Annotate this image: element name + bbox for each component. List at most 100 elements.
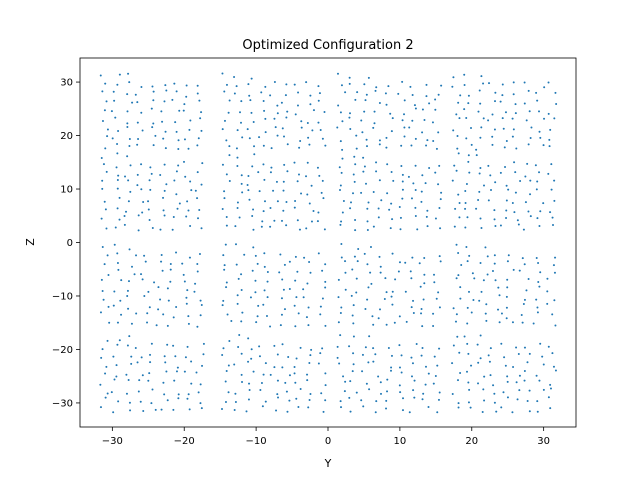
scatter-point [310, 348, 313, 351]
scatter-point [365, 93, 368, 96]
scatter-point [493, 254, 496, 257]
scatter-point [541, 355, 544, 358]
scatter-point [163, 100, 166, 103]
scatter-point [506, 380, 509, 383]
scatter-point [385, 323, 388, 326]
scatter-point [355, 291, 358, 294]
scatter-point [344, 380, 347, 383]
scatter-point [551, 313, 554, 316]
scatter-point [420, 312, 423, 315]
scatter-point [471, 272, 474, 275]
scatter-point [157, 286, 160, 289]
scatter-point [389, 227, 392, 230]
scatter-point [252, 228, 255, 231]
scatter-point [480, 290, 483, 293]
scatter-point [115, 375, 118, 378]
scatter-point [385, 407, 388, 410]
scatter-point [476, 343, 479, 346]
scatter-point [530, 126, 533, 129]
scatter-point [403, 113, 406, 116]
scatter-point [162, 137, 165, 140]
scatter-point [352, 352, 355, 355]
scatter-point [467, 94, 470, 97]
scatter-point [189, 180, 192, 183]
scatter-point [155, 324, 158, 327]
scatter-point [240, 182, 243, 185]
y-tick-label: −20 [52, 345, 73, 356]
scatter-point [160, 110, 163, 113]
scatter-point [316, 166, 319, 169]
scatter-point [246, 183, 249, 186]
scatter-point [386, 192, 389, 195]
scatter-point [466, 306, 469, 309]
scatter-point [479, 357, 482, 360]
scatter-point [259, 388, 262, 391]
scatter-point [433, 273, 436, 276]
scatter-point [117, 268, 120, 271]
scatter-point [118, 73, 121, 76]
scatter-point [375, 170, 378, 173]
scatter-point [99, 406, 102, 409]
scatter-point [437, 183, 440, 186]
scatter-point [364, 99, 367, 102]
scatter-point [453, 225, 456, 228]
scatter-point [351, 370, 354, 373]
scatter-point [452, 129, 455, 132]
scatter-point [126, 344, 129, 347]
scatter-point [378, 143, 381, 146]
scatter-point [425, 144, 428, 147]
scatter-point [324, 144, 327, 147]
scatter-point [189, 225, 192, 228]
scatter-point [112, 355, 115, 358]
scatter-point [295, 397, 298, 400]
scatter-point [294, 325, 297, 328]
scatter-point [285, 116, 288, 119]
scatter-point [514, 191, 517, 194]
scatter-point [165, 183, 168, 186]
scatter-point [294, 381, 297, 384]
scatter-point [458, 201, 461, 204]
scatter-point [487, 164, 490, 167]
scatter-point [507, 188, 510, 191]
scatter-point [390, 369, 392, 372]
scatter-point [506, 260, 509, 263]
scatter-point [147, 200, 150, 203]
scatter-point [547, 112, 550, 115]
scatter-point [378, 308, 381, 311]
scatter-point [357, 247, 360, 250]
scatter-point [399, 228, 402, 231]
scatter-point [134, 93, 137, 96]
scatter-point [522, 302, 525, 305]
scatter-point [384, 92, 387, 95]
scatter-point [269, 225, 272, 228]
scatter-point [310, 184, 313, 187]
scatter-point [319, 352, 322, 355]
scatter-point [366, 229, 369, 232]
scatter-point [553, 199, 556, 202]
scatter-point [423, 273, 426, 276]
scatter-point [494, 91, 497, 94]
scatter-point [225, 370, 228, 373]
scatter-point [386, 390, 389, 393]
scatter-point [178, 202, 181, 205]
scatter-point [172, 344, 175, 347]
scatter-point [296, 180, 299, 183]
scatter-point [163, 163, 166, 166]
scatter-point [248, 382, 251, 385]
scatter-point [422, 392, 425, 395]
scatter-point [451, 85, 454, 88]
scatter-point [374, 411, 377, 414]
scatter-point [288, 260, 291, 263]
scatter-point [408, 411, 411, 414]
scatter-point [150, 172, 153, 175]
scatter-point [552, 264, 555, 267]
scatter-point [279, 253, 282, 256]
scatter-point [549, 387, 552, 390]
scatter-point [499, 100, 502, 103]
scatter-point [348, 116, 351, 119]
scatter-point [355, 391, 358, 394]
scatter-point [264, 362, 267, 365]
scatter-point [438, 306, 441, 309]
scatter-point [177, 164, 180, 167]
scatter-point [300, 120, 303, 123]
